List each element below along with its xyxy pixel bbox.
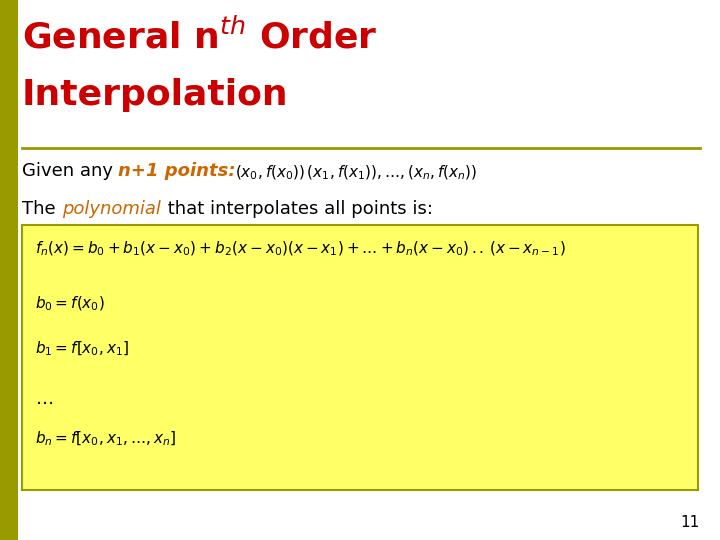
Text: $b_n = f[x_0, x_1, \ldots, x_n]$: $b_n = f[x_0, x_1, \ldots, x_n]$ (35, 430, 176, 448)
Text: The: The (22, 200, 61, 218)
Text: General n$^{th}$ Order: General n$^{th}$ Order (22, 18, 378, 55)
Text: $b_0 = f(x_0)$: $b_0 = f(x_0)$ (35, 295, 105, 313)
Text: $\ldots$: $\ldots$ (35, 390, 53, 408)
Text: that interpolates all points is:: that interpolates all points is: (162, 200, 433, 218)
Text: $f_n(x) = b_0 + b_1(x - x_0) + b_2(x - x_0)(x - x_1) + \ldots + b_n(x - x_0)\,{.: $f_n(x) = b_0 + b_1(x - x_0) + b_2(x - x… (35, 240, 566, 259)
Text: polynomial: polynomial (62, 200, 161, 218)
Bar (22, 225, 698, 490)
Text: Interpolation: Interpolation (22, 78, 289, 112)
Text: Given any: Given any (22, 162, 119, 180)
Bar (0, 0, 18, 540)
Text: n+1 points:: n+1 points: (118, 162, 235, 180)
Text: $b_1 = f[x_0, x_1]$: $b_1 = f[x_0, x_1]$ (35, 340, 129, 359)
Text: 11: 11 (680, 515, 700, 530)
Text: $(x_0, f(x_0))\,(x_1, f(x_1)),\ldots,(x_n, f(x_n))$: $(x_0, f(x_0))\,(x_1, f(x_1)),\ldots,(x_… (235, 164, 477, 183)
